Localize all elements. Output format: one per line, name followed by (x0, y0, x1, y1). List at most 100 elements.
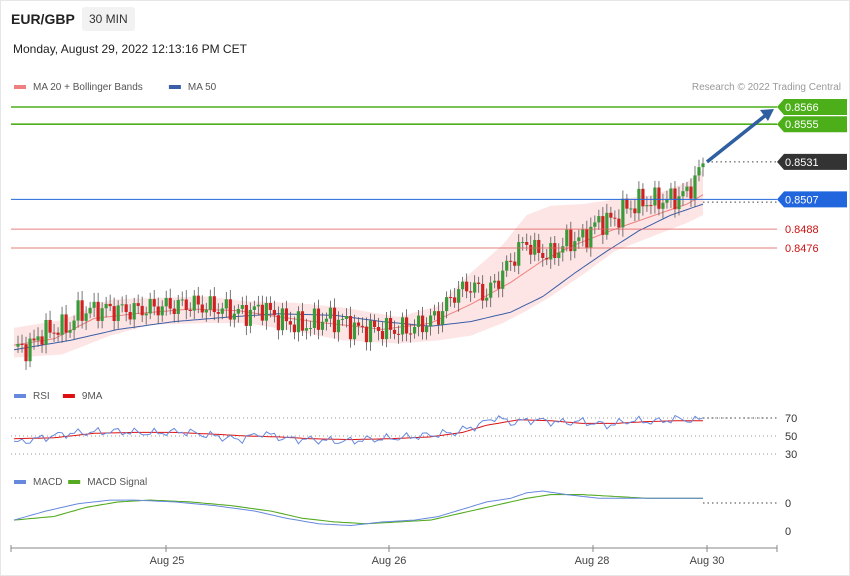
candle-body (505, 260, 509, 271)
candle-body (577, 237, 581, 242)
current-price-tag (777, 153, 847, 170)
candle-body (276, 315, 280, 331)
candle-body (60, 314, 64, 335)
candle-body (376, 326, 381, 331)
candle-body (481, 283, 485, 301)
candle-body (453, 297, 457, 303)
candle-body (28, 338, 32, 362)
rsi-level-label: 50 (785, 431, 797, 443)
candle-body (445, 297, 449, 312)
candle-body (208, 296, 212, 310)
candle-body (312, 308, 317, 328)
forecast-arrow-head (760, 109, 774, 121)
candle-body (493, 280, 497, 283)
macd-y-label: 0 (785, 526, 791, 538)
candle-body (280, 308, 284, 331)
candle-body (485, 297, 489, 301)
rsi-panel: 70 50 30 (11, 413, 797, 461)
candle-body (685, 186, 689, 192)
chart-datetime: Monday, August 29, 2022 12:13:16 PM CET (13, 42, 247, 56)
candle-body (561, 246, 565, 253)
candle-body (617, 218, 621, 228)
candle-body (192, 295, 196, 311)
candle-body (216, 312, 220, 314)
symbol-title: EUR/GBP (11, 11, 75, 27)
candle-body (120, 304, 124, 306)
candle-body (416, 315, 421, 327)
candle-body (244, 304, 248, 326)
legend-label: MA 50 (188, 82, 217, 93)
candle-body (384, 317, 389, 340)
candle-body (629, 208, 633, 210)
legend-swatch (68, 480, 81, 484)
x-tick-label: Aug 26 (372, 555, 407, 567)
forecast-arrow-shaft (705, 113, 768, 164)
candle-body (64, 314, 68, 333)
candle-body (424, 326, 429, 333)
candle-body (517, 242, 521, 266)
candle-body (657, 187, 661, 209)
candle-body (649, 205, 653, 207)
candle-body (24, 344, 28, 362)
legend-label: 9MA (82, 391, 103, 402)
candle-body (701, 163, 705, 168)
candle-body (501, 270, 505, 289)
candle-body (693, 175, 697, 199)
candle-body (392, 329, 397, 334)
macd-panel: 00 (13, 490, 791, 538)
candle-body (292, 324, 297, 333)
candle-body (152, 299, 156, 307)
candle-body (404, 317, 409, 334)
candle-body (593, 222, 597, 227)
legend-swatch (168, 85, 181, 89)
candle-body (116, 305, 120, 321)
x-axis: Aug 25 Aug 26 Aug 28 Aug 30 (10, 545, 778, 567)
candle-body (661, 202, 665, 209)
candle-body (553, 243, 557, 258)
candle-body (180, 299, 184, 301)
candle-body (144, 313, 148, 316)
candle-body (148, 299, 152, 314)
candle-body (140, 305, 144, 316)
candle-body (236, 308, 240, 314)
support-value: 0.8488 (785, 224, 819, 236)
candle-body (176, 299, 180, 314)
candle-body (212, 296, 216, 313)
candle-body (200, 304, 204, 313)
candle-body (509, 260, 513, 262)
candle-body (513, 261, 517, 266)
candle-body (168, 298, 172, 309)
candle-body (220, 308, 224, 314)
candle-body (352, 322, 357, 340)
candle-body (84, 313, 88, 321)
macd-y-label: 0 (785, 498, 791, 510)
candle-body (469, 291, 473, 293)
candle-body (364, 326, 369, 343)
candle-body (681, 191, 685, 197)
candle-body (228, 299, 232, 320)
candle-body (489, 282, 493, 298)
candle-body (605, 212, 609, 235)
candle-body (356, 322, 361, 326)
candle-body (613, 217, 617, 219)
candle-body (256, 304, 260, 307)
candle-body (497, 280, 501, 289)
candle-body (124, 304, 128, 313)
candle-body (545, 257, 549, 260)
timeframe-badge[interactable]: 30 MIN (82, 7, 135, 31)
candle-body (268, 303, 272, 310)
legends-layer: MA 20 + Bollinger Bands MA 50 RSI 9MA MACD MA… (14, 82, 841, 488)
candle-body (316, 308, 321, 330)
candle-body (601, 216, 605, 235)
levels-layer: 0.8566 0.8555 0.8531 0.8507 0.8488 0.8476 (11, 99, 847, 255)
candle-body (541, 252, 545, 258)
candle-body (100, 308, 104, 321)
candle-body (304, 328, 309, 331)
candle-body (196, 295, 200, 305)
legend-swatch (14, 480, 26, 484)
candle-body (16, 343, 20, 347)
resistance-value: 0.8555 (785, 119, 819, 131)
resistance-tag (777, 116, 847, 133)
